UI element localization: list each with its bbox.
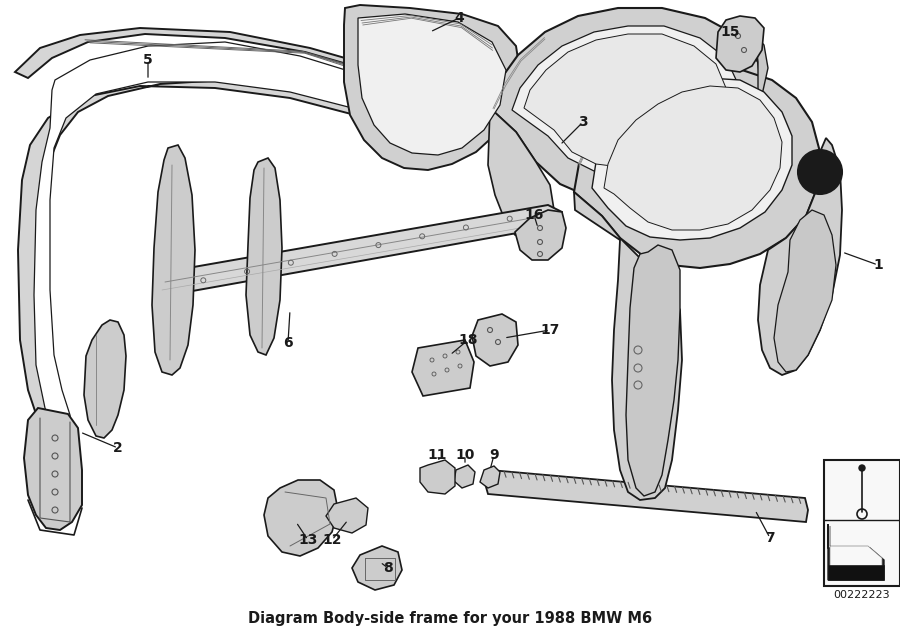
Text: 17: 17 bbox=[540, 323, 560, 337]
Text: 00222223: 00222223 bbox=[833, 590, 890, 600]
Text: 9: 9 bbox=[490, 448, 499, 462]
Text: 6: 6 bbox=[284, 336, 292, 350]
Polygon shape bbox=[84, 320, 126, 438]
Polygon shape bbox=[24, 408, 82, 530]
Circle shape bbox=[859, 465, 865, 471]
Polygon shape bbox=[264, 480, 338, 556]
Text: 2: 2 bbox=[113, 441, 123, 455]
Circle shape bbox=[798, 150, 842, 194]
Polygon shape bbox=[34, 42, 406, 438]
Polygon shape bbox=[524, 34, 726, 168]
Polygon shape bbox=[830, 526, 882, 578]
Text: 14: 14 bbox=[806, 153, 826, 167]
Polygon shape bbox=[155, 205, 562, 298]
Polygon shape bbox=[716, 16, 764, 72]
Polygon shape bbox=[246, 158, 282, 355]
Polygon shape bbox=[484, 470, 808, 522]
Polygon shape bbox=[326, 498, 368, 533]
Polygon shape bbox=[604, 86, 782, 230]
Polygon shape bbox=[352, 546, 402, 590]
Polygon shape bbox=[472, 314, 518, 366]
Polygon shape bbox=[758, 138, 842, 375]
Text: 12: 12 bbox=[322, 533, 342, 547]
Polygon shape bbox=[454, 465, 475, 488]
Polygon shape bbox=[344, 5, 520, 170]
Polygon shape bbox=[152, 145, 195, 375]
Polygon shape bbox=[828, 565, 884, 580]
Polygon shape bbox=[512, 26, 738, 176]
Text: 7: 7 bbox=[765, 531, 775, 545]
Polygon shape bbox=[488, 108, 554, 240]
Polygon shape bbox=[358, 14, 506, 155]
Polygon shape bbox=[828, 524, 884, 580]
Text: 5: 5 bbox=[143, 53, 153, 67]
Text: 8: 8 bbox=[383, 561, 393, 575]
Text: 1: 1 bbox=[873, 258, 883, 272]
Polygon shape bbox=[412, 340, 474, 396]
Polygon shape bbox=[420, 460, 455, 494]
Polygon shape bbox=[490, 8, 762, 202]
Bar bbox=[824, 460, 900, 586]
Polygon shape bbox=[574, 192, 682, 500]
Text: 10: 10 bbox=[455, 448, 474, 462]
Text: 16: 16 bbox=[525, 208, 544, 222]
Polygon shape bbox=[592, 78, 792, 240]
Polygon shape bbox=[774, 210, 836, 372]
Polygon shape bbox=[732, 35, 768, 158]
Text: 14: 14 bbox=[808, 163, 832, 181]
Polygon shape bbox=[15, 28, 440, 452]
Polygon shape bbox=[574, 68, 820, 268]
Polygon shape bbox=[480, 466, 500, 488]
Text: 4: 4 bbox=[454, 11, 464, 25]
Polygon shape bbox=[626, 245, 680, 496]
Text: 11: 11 bbox=[428, 448, 446, 462]
Text: 13: 13 bbox=[298, 533, 318, 547]
Text: Diagram Body-side frame for your 1988 BMW M6: Diagram Body-side frame for your 1988 BM… bbox=[248, 611, 652, 626]
Text: 15: 15 bbox=[720, 25, 740, 39]
Polygon shape bbox=[515, 210, 566, 260]
Text: 18: 18 bbox=[458, 333, 478, 347]
Text: 3: 3 bbox=[578, 115, 588, 129]
